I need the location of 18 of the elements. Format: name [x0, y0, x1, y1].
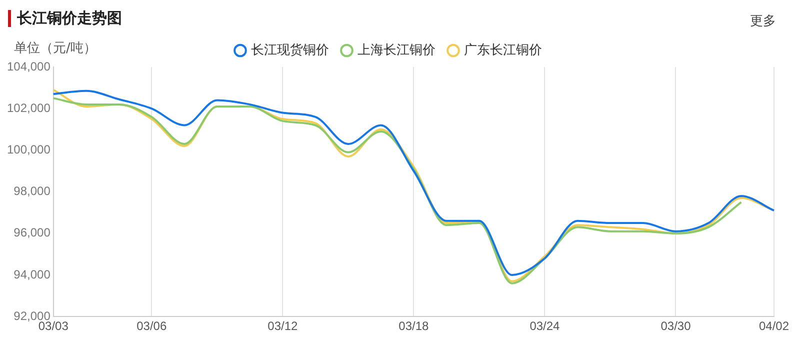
- y-tick-label: 98,000: [14, 184, 51, 198]
- x-tick-label: 03/12: [268, 319, 298, 334]
- x-tick-label: 03/24: [530, 319, 560, 334]
- y-tick-label: 104,000: [6, 59, 51, 74]
- y-axis-title: 单位（元/吨）: [14, 40, 96, 56]
- y-tick-label: 102,000: [6, 100, 51, 115]
- legend-label: 广东长江铜价: [464, 42, 542, 58]
- chart-title: 长江铜价走势图: [8, 9, 122, 27]
- x-tick-label: 03/18: [398, 319, 430, 334]
- y-tick-label: 94,000: [14, 267, 51, 282]
- x-tick-label: 03/30: [660, 319, 692, 334]
- x-tick-label: 03/06: [136, 319, 167, 334]
- y-tick-label: 100,000: [6, 142, 51, 157]
- text: 更多: [750, 13, 776, 30]
- legend-label: 上海长江铜价: [357, 42, 436, 58]
- y-tick-label: 96,000: [14, 226, 51, 240]
- legend-label: 长江现货铜价: [250, 42, 329, 58]
- x-tick-label: 04/02: [758, 319, 790, 334]
